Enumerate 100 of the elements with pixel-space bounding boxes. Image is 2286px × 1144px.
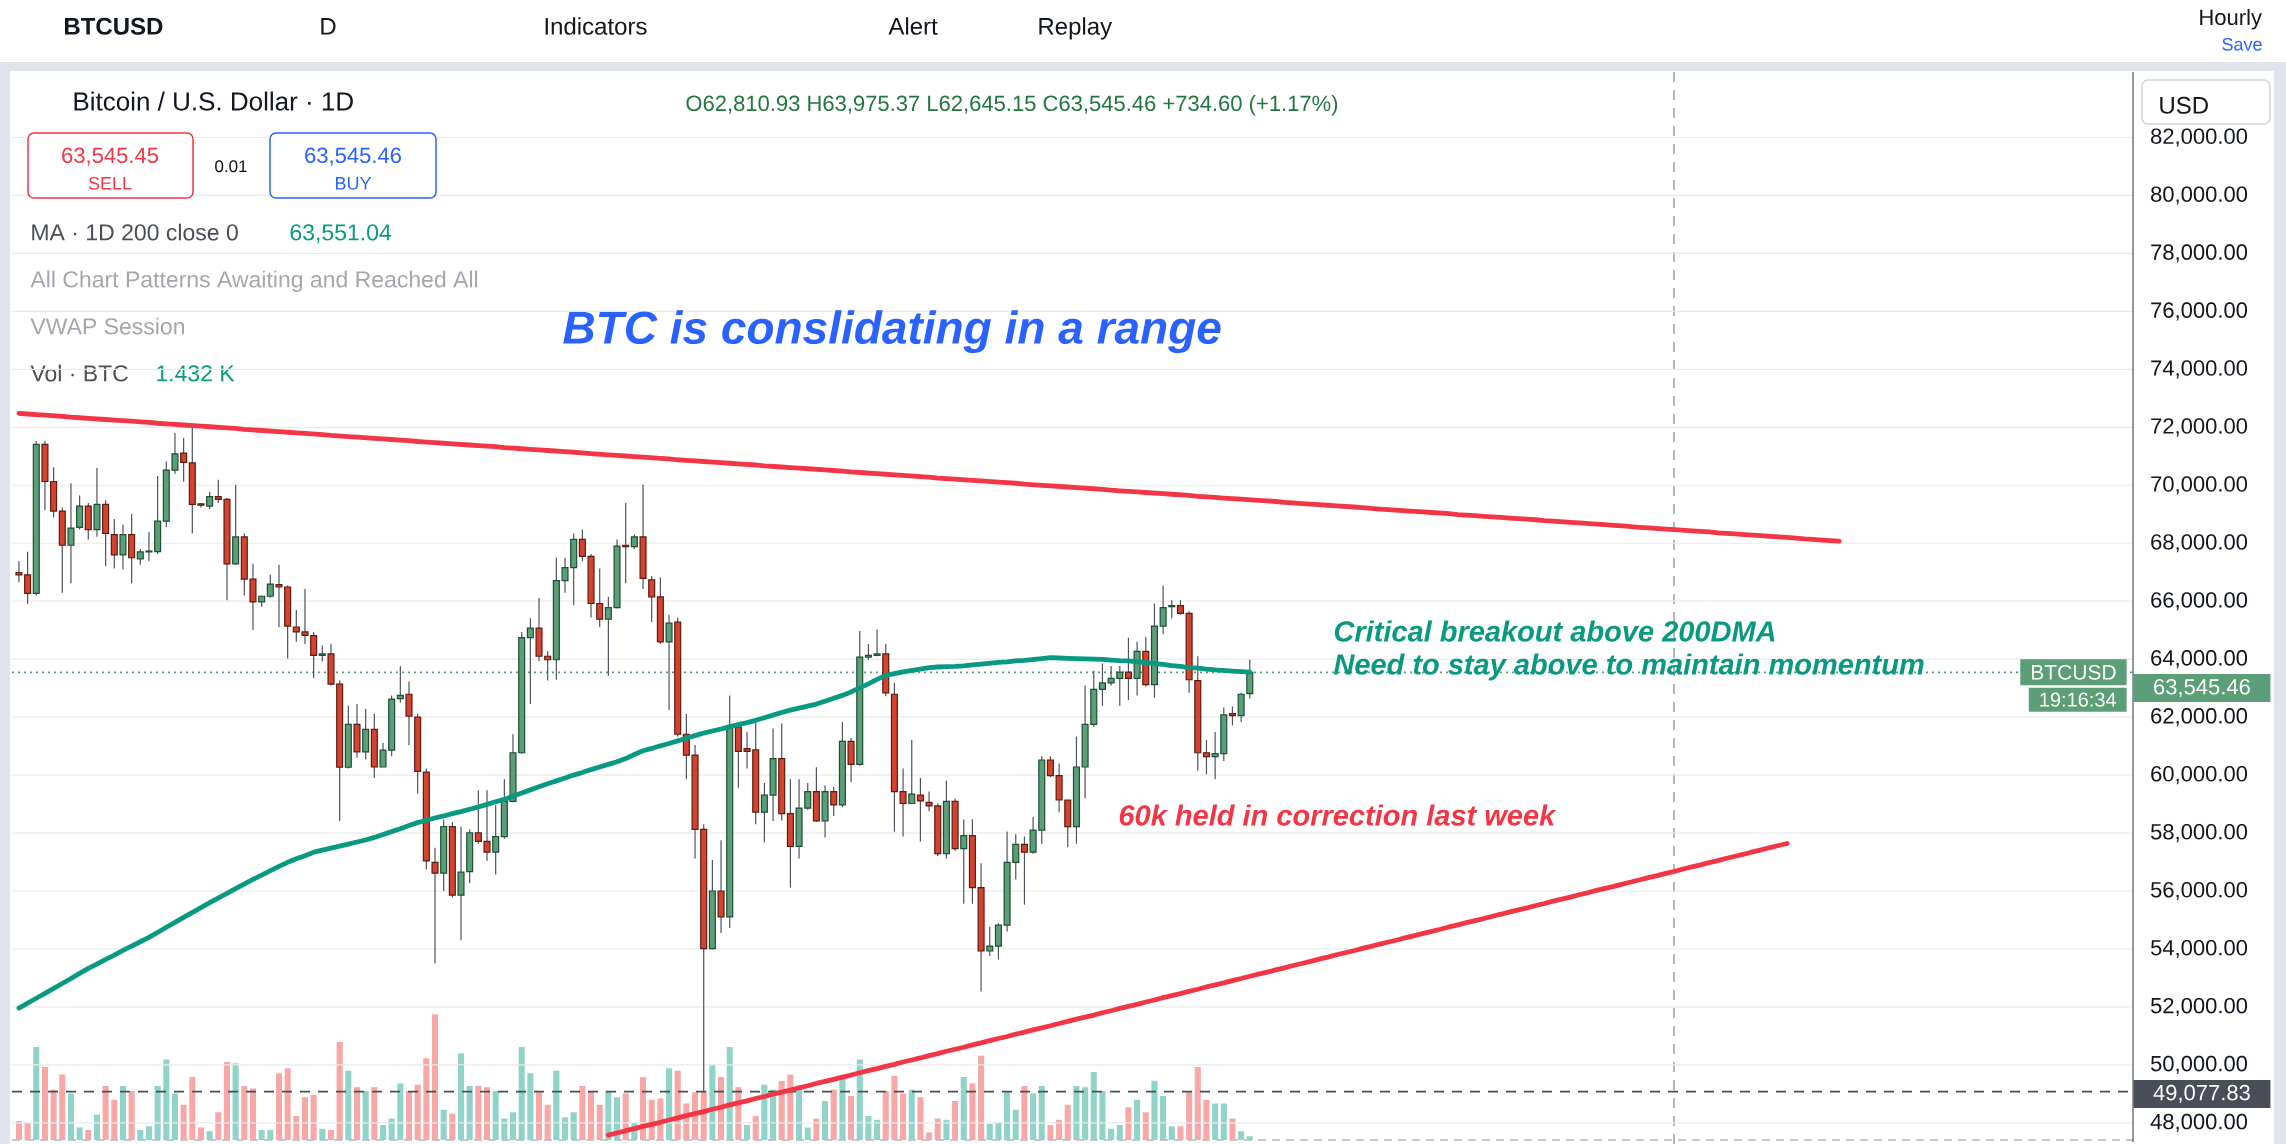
bar	[405, 1090, 413, 1140]
bar	[301, 1097, 309, 1140]
bar	[379, 1124, 387, 1140]
bar	[579, 1085, 586, 1140]
bar	[1168, 1126, 1175, 1140]
bar	[232, 1063, 239, 1140]
bar	[1064, 1104, 1071, 1140]
bar	[553, 1070, 560, 1140]
bar	[93, 1114, 100, 1140]
bar	[1160, 1095, 1167, 1140]
bar	[1212, 1103, 1219, 1140]
candlestick	[1020, 835, 1028, 906]
candlestick	[119, 524, 127, 571]
bar	[258, 1129, 265, 1140]
y-tick-label: 72,000.00	[2151, 418, 2248, 437]
candlestick	[847, 737, 855, 783]
text: Bitcoin / U.S. Dollar · 1D	[74, 91, 353, 111]
y-tick-label: 56,000.00	[2150, 881, 2248, 901]
text: Alert	[888, 17, 938, 35]
bar	[1004, 1092, 1011, 1140]
y-tick-label: 78,000.00	[2151, 244, 2248, 263]
annotation: Critical breakout above 200DMA	[1334, 620, 1775, 642]
bar	[1012, 1109, 1019, 1140]
candlestick	[67, 482, 75, 584]
bar	[327, 1129, 335, 1140]
bar	[85, 1129, 92, 1140]
ref-line-label: 49,077.83	[2153, 1084, 2250, 1103]
y-tick-label: 62,000.00	[2151, 708, 2248, 727]
bar	[128, 1090, 135, 1140]
y-tick-label: 54,000.00	[2150, 939, 2248, 959]
bar	[223, 1062, 231, 1140]
bar	[1186, 1090, 1193, 1140]
candlestick	[492, 804, 500, 876]
candlestick	[266, 574, 274, 599]
bar	[1151, 1080, 1158, 1140]
text: USD	[2160, 96, 2208, 114]
text: BTCUSD	[65, 17, 163, 35]
bar	[891, 1075, 898, 1140]
bar	[275, 1073, 283, 1140]
bar	[1125, 1107, 1132, 1140]
candlestick	[180, 437, 188, 483]
bar	[1030, 1093, 1037, 1140]
bar	[353, 1087, 361, 1140]
annotation: 0.01	[215, 160, 247, 173]
y-tick-label: 64,000.00	[2151, 650, 2248, 669]
candlestick	[1237, 692, 1245, 723]
annotation: BUY	[335, 177, 372, 190]
bar	[570, 1112, 577, 1140]
bar	[1038, 1085, 1045, 1140]
text: Hourly	[2200, 8, 2262, 30]
bar	[995, 1122, 1002, 1140]
bar	[804, 1127, 811, 1140]
bar	[206, 1131, 213, 1140]
bar	[102, 1085, 109, 1140]
y-tick-label: 66,000.00	[2151, 592, 2248, 611]
y-tick-label: 48,000.00	[2150, 1113, 2248, 1132]
bar	[215, 1112, 222, 1140]
bar	[284, 1068, 291, 1140]
bar	[1134, 1099, 1141, 1140]
bar	[839, 1078, 846, 1140]
bar	[145, 1126, 152, 1140]
bar	[345, 1070, 352, 1140]
bar	[596, 1104, 603, 1140]
bar	[137, 1129, 144, 1140]
candlestick	[431, 847, 439, 964]
y-tick-label: 68,000.00	[2151, 534, 2248, 553]
bar	[59, 1074, 66, 1140]
bar	[440, 1109, 447, 1140]
bar	[900, 1093, 907, 1140]
bar	[397, 1083, 404, 1140]
annotation: SELL	[88, 176, 132, 190]
text: D	[321, 18, 336, 35]
bar	[336, 1041, 343, 1140]
bar	[371, 1087, 378, 1140]
bar	[822, 1101, 829, 1140]
bar	[189, 1077, 196, 1140]
y-tick-label: 80,000.00	[2151, 186, 2248, 205]
bar	[960, 1077, 967, 1140]
annotation: All Chart Patterns Awaiting and Reached All	[30, 270, 478, 293]
ref-line-label: 63,545.46	[2154, 679, 2250, 698]
bar	[119, 1085, 126, 1140]
bar	[518, 1046, 525, 1140]
bar	[1220, 1103, 1227, 1140]
annotation: 63,551.04	[290, 224, 392, 244]
bar	[830, 1089, 837, 1140]
candlestick	[1228, 705, 1236, 727]
annotation: 63,545.45	[62, 147, 158, 166]
bar	[1090, 1072, 1097, 1140]
bar	[1047, 1124, 1054, 1140]
annotation: Need to stay above to maintain momentum	[1333, 653, 1924, 681]
bar	[171, 1093, 178, 1140]
bar	[249, 1088, 257, 1140]
candlestick	[457, 826, 465, 941]
bar	[466, 1085, 473, 1140]
bar	[154, 1085, 161, 1140]
bar	[908, 1089, 915, 1140]
candlestick	[1159, 584, 1167, 635]
bar	[310, 1094, 317, 1140]
bar	[882, 1090, 889, 1140]
y-tick-label: 58,000.00	[2150, 823, 2248, 843]
